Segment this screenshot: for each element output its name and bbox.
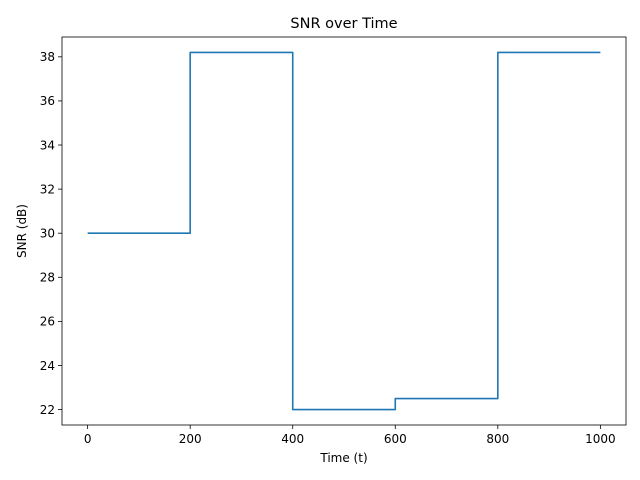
- y-tick-label: 24: [40, 359, 55, 373]
- axes-frame: [61, 36, 627, 426]
- y-tick-label: 22: [40, 403, 55, 417]
- y-axis-label: SNR (dB): [15, 204, 29, 258]
- chart-title: SNR over Time: [290, 16, 397, 32]
- x-tick-label: 400: [281, 432, 304, 446]
- y-tick-label: 26: [40, 315, 55, 329]
- x-tick-label: 800: [486, 432, 509, 446]
- y-tick-label: 28: [40, 271, 55, 285]
- x-tick-label: 1000: [585, 432, 616, 446]
- y-tick-label: 36: [40, 94, 55, 108]
- x-tick-label: 200: [179, 432, 202, 446]
- y-axis: 22 24 26 28 30 32 34 36 38: [40, 50, 62, 417]
- x-axis-label: Time (t): [319, 451, 367, 465]
- y-tick-label: 38: [40, 50, 55, 64]
- x-axis: 0 200 400 600 800 1000: [84, 425, 616, 446]
- y-tick-label: 30: [40, 227, 55, 241]
- series-line-0: [87, 51, 601, 411]
- plot-area: [61, 36, 627, 426]
- x-tick-label: 600: [384, 432, 407, 446]
- y-tick-label: 32: [40, 182, 55, 196]
- x-tick-label: 0: [84, 432, 92, 446]
- y-tick-label: 34: [40, 138, 55, 152]
